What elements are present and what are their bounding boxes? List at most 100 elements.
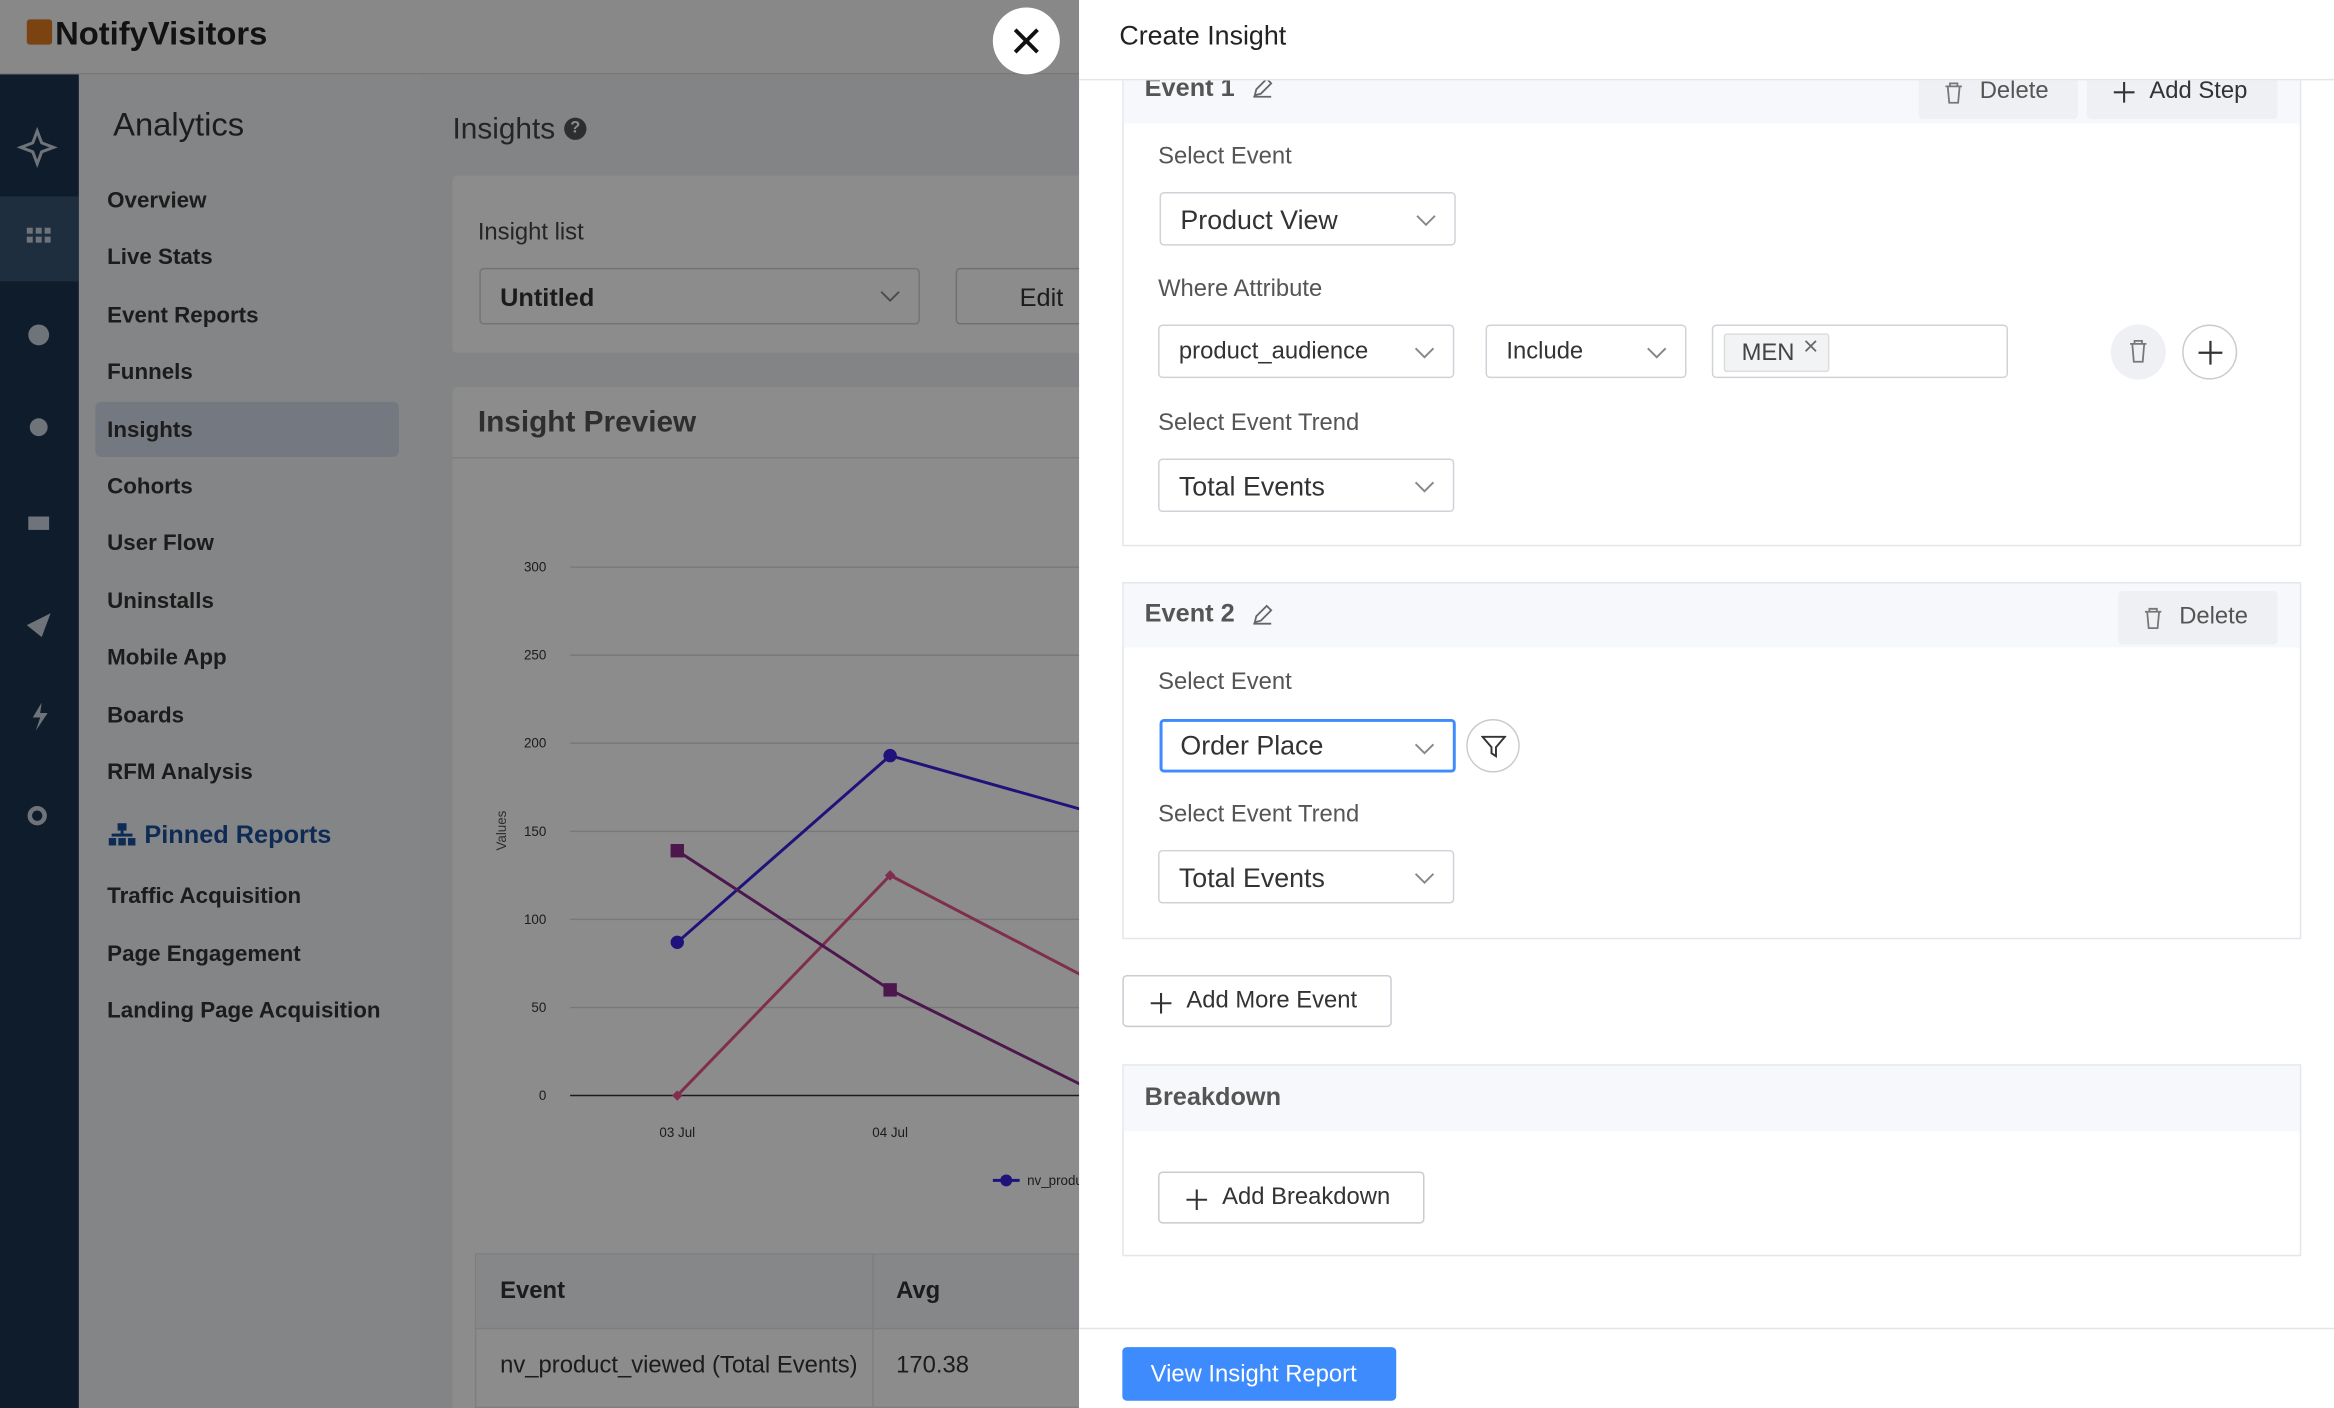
add-breakdown-button[interactable]: Add Breakdown — [1158, 1171, 1425, 1224]
chevron — [1416, 215, 1436, 227]
dropdown-value: Total Events — [1178, 471, 1325, 502]
add-step-button[interactable]: Add Step — [2086, 80, 2278, 120]
close-icon — [1013, 28, 1039, 54]
point — [883, 748, 897, 763]
x-tick-label: 04 Jul — [872, 1125, 908, 1140]
nav-item[interactable]: Cohorts — [107, 474, 193, 500]
pinned-item[interactable]: Traffic Acquisition — [107, 883, 302, 909]
submit-button[interactable]: View Insight Report — [1122, 1347, 1397, 1401]
point — [883, 983, 897, 997]
y-tick-label: 0 — [539, 1088, 546, 1103]
pinned-item[interactable]: Landing Page Acquisition — [107, 998, 381, 1024]
pinned-item[interactable]: Page Engagement — [107, 940, 301, 967]
delete-button[interactable]: Delete — [1918, 80, 2078, 120]
pinned-icon — [108, 823, 136, 846]
delete-label: Delete — [1979, 80, 2049, 105]
nav-icons — [16, 126, 58, 826]
edit-label: Edit — [1019, 283, 1064, 312]
insight-list-label: Insight list — [477, 220, 584, 246]
insight-list-card: Insight list Untitled Edit — [452, 175, 1120, 353]
attribute-dropdown[interactable]: product_audience — [1158, 324, 1455, 379]
operator-dropdown[interactable]: Include — [1485, 324, 1687, 379]
tag-remove[interactable] — [1804, 339, 1817, 352]
drawer-footer: View Insight Report — [1079, 1327, 2334, 1408]
nav-item[interactable]: Insights — [107, 416, 193, 443]
add-more-event-button[interactable]: Add More Event — [1122, 974, 1392, 1028]
nav-item[interactable]: Overview — [107, 188, 207, 214]
nav-item[interactable]: Live Stats — [107, 245, 213, 271]
y-tick-label: 150 — [524, 824, 546, 839]
help-icon[interactable]: ? — [564, 117, 587, 140]
event-card — [1122, 582, 2302, 940]
button-label: View Insight Report — [1150, 1361, 1357, 1388]
field-label: Select Event — [1158, 144, 1292, 170]
trend-dropdown[interactable]: Total Events — [1158, 849, 1455, 904]
preview-card: Insight Preview — [452, 387, 1108, 1408]
y-axis-label: Values — [494, 810, 509, 850]
y-tick-label: 100 — [524, 912, 546, 927]
y-tick-label: 250 — [524, 648, 546, 663]
add-filter-button[interactable] — [2182, 324, 2238, 380]
dropdown-value: Total Events — [1178, 863, 1325, 894]
nav-item[interactable]: RFM Analysis — [107, 759, 253, 786]
add-step-label: Add Step — [2149, 80, 2248, 105]
modal-overlay[interactable] — [0, 0, 1080, 1408]
icon-nav — [0, 74, 79, 1408]
main-title: Insights — [452, 113, 556, 146]
plus-icon — [2198, 340, 2223, 365]
event-title: Event 2 — [1144, 599, 1235, 628]
button-label: Add More Event — [1186, 988, 1358, 1014]
dropdown-value: Product View — [1180, 205, 1338, 236]
nav-item[interactable]: Funnels — [107, 359, 193, 386]
y-tick-label: 200 — [524, 736, 546, 751]
insight-selected: Untitled — [500, 283, 595, 312]
pinned-title: Pinned Reports — [144, 820, 332, 850]
sidebar — [78, 74, 420, 1408]
chevron — [1414, 873, 1435, 885]
insight-select[interactable]: Untitled — [479, 267, 920, 325]
filter-button[interactable] — [1466, 718, 1520, 773]
drawer-header: Create Insight — [1079, 0, 2334, 81]
plus-icon — [1150, 992, 1172, 1014]
card-header — [1123, 1065, 2300, 1132]
table-header-cell[interactable]: Event — [500, 1278, 566, 1304]
trend-dropdown[interactable]: Total Events — [1158, 458, 1455, 513]
tag-chip: MEN — [1723, 333, 1830, 373]
sidebar-title: Analytics — [113, 105, 245, 143]
table-header — [476, 1254, 1102, 1330]
nav-item[interactable]: Event Reports — [107, 302, 259, 328]
chevron — [1414, 743, 1435, 755]
close-button[interactable] — [992, 7, 1060, 75]
breakdown-title: Breakdown — [1144, 1082, 1282, 1112]
table: Event Avg nv_product_viewed (Total Event… — [474, 1253, 1102, 1408]
active-item-bg — [95, 401, 399, 457]
remove-filter-button[interactable] — [2110, 324, 2166, 380]
tag-label: MEN — [1741, 340, 1795, 367]
event-dropdown[interactable]: Order Place — [1159, 718, 1456, 773]
chevron — [1647, 347, 1667, 359]
table-cell: nv_product_viewed (Total Events) — [500, 1353, 858, 1379]
y-tick-label: 50 — [531, 1000, 546, 1015]
button-label: Add Breakdown — [1222, 1184, 1391, 1211]
drawer-body: Event 1 Delete Add Step Select Event Pro… — [1079, 80, 2334, 1327]
table-cell: 170.38 — [896, 1353, 969, 1379]
nav-item[interactable]: Mobile App — [107, 645, 227, 671]
delete-button[interactable]: Delete — [2118, 590, 2278, 645]
dropdown-value: product_audience — [1178, 339, 1369, 365]
legend-marker — [1000, 1174, 1013, 1187]
trash-icon — [1945, 82, 1962, 104]
point — [670, 935, 684, 950]
divider — [452, 456, 1108, 459]
delete-label: Delete — [2179, 604, 2249, 630]
edit-icon[interactable] — [1252, 80, 1273, 98]
nav-item[interactable]: User Flow — [107, 531, 214, 557]
nav-item[interactable]: Boards — [107, 702, 185, 729]
value-input[interactable]: MEN — [1711, 324, 2009, 379]
logo — [26, 19, 53, 45]
table-header-cell[interactable]: Avg — [896, 1278, 941, 1304]
event-dropdown[interactable]: Product View — [1159, 192, 1456, 246]
nav-item[interactable]: Uninstalls — [107, 588, 214, 614]
drawer-title: Create Insight — [1119, 20, 1287, 51]
event-title: Event 1 — [1144, 80, 1235, 102]
edit-icon[interactable] — [1252, 604, 1273, 625]
